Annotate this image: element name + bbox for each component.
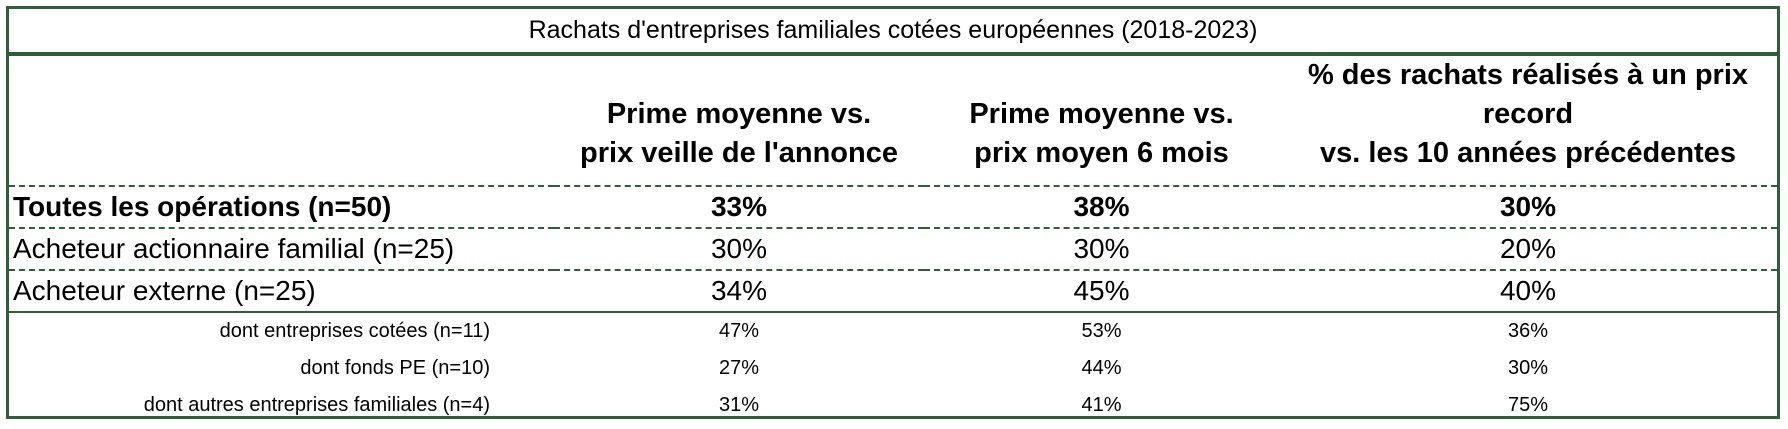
column-header-line: prix veille de l'annonce (580, 137, 898, 169)
table-cell: 45% (924, 269, 1279, 312)
table-cell: 53% (924, 311, 1279, 350)
table-row: Toutes les opérations (n=50) 33% 38% 30% (9, 185, 1777, 228)
table-row: dont autres entreprises familiales (n=4)… (9, 387, 1777, 424)
table-frame: Rachats d'entreprises familiales cotées … (6, 6, 1780, 419)
table-row: dont entreprises cotées (n=11) 47% 53% 3… (9, 311, 1777, 350)
table-cell: 30% (554, 227, 924, 270)
row-label: dont autres entreprises familiales (n=4) (143, 394, 490, 416)
table-cell: 36% (1279, 311, 1777, 350)
row-label: dont entreprises cotées (n=11) (9, 311, 554, 350)
table-row: Acheteur actionnaire familial (n=25) 30%… (9, 227, 1777, 270)
table-cell: 34% (554, 269, 924, 312)
table-cell: 27% (718, 357, 760, 379)
row-label: Acheteur externe (n=25) (9, 269, 554, 312)
table-cell: 30% (924, 227, 1279, 270)
row-label: Acheteur actionnaire familial (n=25) (9, 227, 554, 270)
table-cell: 38% (924, 185, 1279, 228)
header-row: Prime moyenne vs. prix veille de l'annonc… (9, 56, 1777, 186)
table-cell: 41% (1081, 394, 1122, 416)
table-cell: 30% (1507, 357, 1549, 379)
header-corner (9, 56, 554, 186)
column-header: Prime moyenne vs. prix veille de l'annonc… (554, 56, 924, 186)
column-header: % des rachats réalisés à un prix record v… (1279, 56, 1777, 186)
table-cell: 33% (554, 185, 924, 228)
table-cell: 75% (1507, 394, 1549, 416)
table-cell: 47% (554, 311, 924, 350)
row-label: Toutes les opérations (n=50) (9, 185, 554, 228)
table-row: dont fonds PE (n=10) 27% 44% 30% (9, 350, 1777, 387)
column-header-line: % des rachats réalisés à un prix record (1307, 59, 1749, 130)
column-header-line: prix moyen 6 mois (974, 137, 1229, 169)
column-header-line: Prime moyenne vs. (969, 98, 1234, 130)
table-cell: 40% (1279, 269, 1777, 312)
table-cell: 44% (1081, 357, 1122, 379)
table-cell: 20% (1279, 227, 1777, 270)
table-cell: 31% (718, 394, 760, 416)
column-header-line: Prime moyenne vs. (606, 98, 872, 130)
column-header: Prime moyenne vs. prix moyen 6 mois (924, 56, 1279, 186)
table-title: Rachats d'entreprises familiales cotées … (9, 9, 1777, 56)
table-cell: 30% (1279, 185, 1777, 228)
table-row: Acheteur externe (n=25) 34% 45% 40% (9, 269, 1777, 312)
column-header-line: vs. les 10 années précédentes (1320, 137, 1736, 169)
row-label: dont fonds PE (n=10) (300, 357, 490, 379)
data-table: Prime moyenne vs. prix veille de l'annonc… (9, 56, 1777, 424)
